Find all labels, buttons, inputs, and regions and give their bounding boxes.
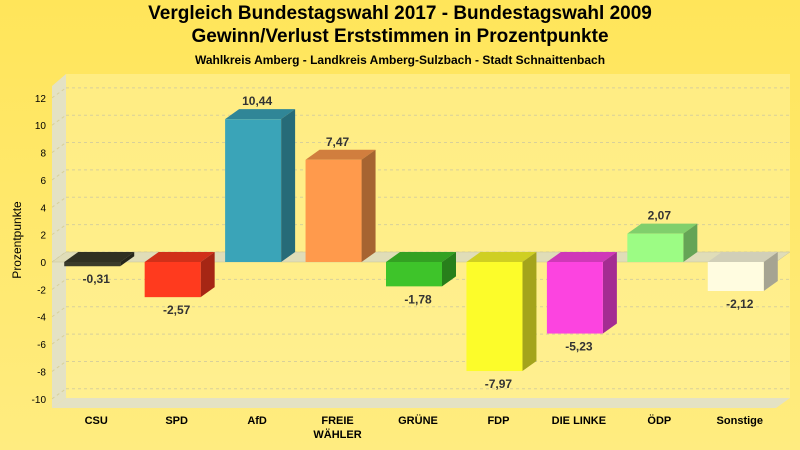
data-label: -2,57: [163, 303, 191, 317]
data-label: 2,07: [648, 209, 672, 223]
bar-side-face: [362, 150, 376, 262]
bar-2: [225, 109, 295, 262]
bar-5: [466, 252, 536, 371]
bar-3: [306, 150, 376, 262]
y-axis-label: Prozentpunkte: [10, 201, 24, 279]
bar-front-face: [627, 234, 683, 262]
y-tick-label: 0: [40, 258, 46, 269]
y-axis: 12 10 8 6 4 2 0 -2 -4 -6 -8 -10: [32, 94, 47, 406]
y-tick-label: 6: [40, 176, 46, 187]
x-axis-categories: CSU SPD AfD FREIE WÄHLER GRÜNE FDP DIE LINKE ÖDP…: [85, 414, 763, 441]
y-tick-label: -2: [37, 285, 46, 296]
category-label: CSU: [85, 415, 108, 427]
bar-front-face: [708, 262, 764, 291]
data-label: -0,31: [83, 272, 111, 286]
category-label: GRÜNE: [398, 414, 438, 427]
bar-front-face: [225, 119, 281, 262]
bar-side-face: [281, 109, 295, 262]
bar-front-face: [466, 262, 522, 371]
bar-6: [547, 252, 617, 334]
y-tick-label: 12: [35, 94, 47, 105]
y-tick-label: 8: [40, 149, 46, 160]
bar-front-face: [64, 262, 120, 266]
y-tick-label: -4: [37, 313, 46, 324]
category-label: DIE LINKE: [552, 415, 606, 427]
data-label: -2,12: [726, 297, 754, 311]
category-label: AfD: [247, 415, 267, 427]
bar-front-face: [386, 262, 442, 286]
category-label: Sonstige: [717, 415, 763, 427]
data-label: -7,97: [485, 377, 513, 391]
bar-8: [708, 252, 778, 291]
category-label: SPD: [165, 415, 188, 427]
bar-front-face: [306, 160, 362, 262]
bar-1: [145, 252, 215, 297]
y-tick-label: -10: [32, 395, 47, 406]
category-label: FDP: [487, 415, 509, 427]
y-tick-label: -8: [37, 367, 46, 378]
data-label: 7,47: [326, 135, 350, 149]
y-tick-label: -6: [37, 340, 46, 351]
bar-7: [627, 224, 697, 262]
bar-front-face: [547, 262, 603, 334]
y-tick-label: 2: [40, 231, 46, 242]
bar-side-face: [522, 252, 536, 371]
y-tick-label: 10: [35, 121, 47, 132]
category-label: ÖDP: [647, 414, 671, 427]
bar-chart: 12 10 8 6 4 2 0 -2 -4 -6 -8 -10 -0,31 -2,57 10,44 7,47…: [0, 0, 800, 450]
bar-side-face: [603, 252, 617, 334]
category-label: FREIE WÄHLER: [313, 415, 361, 441]
data-label: -1,78: [404, 292, 432, 306]
plot-floor: [52, 398, 790, 408]
bar-front-face: [145, 262, 201, 297]
y-tick-label: 4: [40, 203, 46, 214]
data-label: 10,44: [242, 94, 272, 108]
data-label: -5,23: [565, 340, 593, 354]
bar-4: [386, 252, 456, 286]
